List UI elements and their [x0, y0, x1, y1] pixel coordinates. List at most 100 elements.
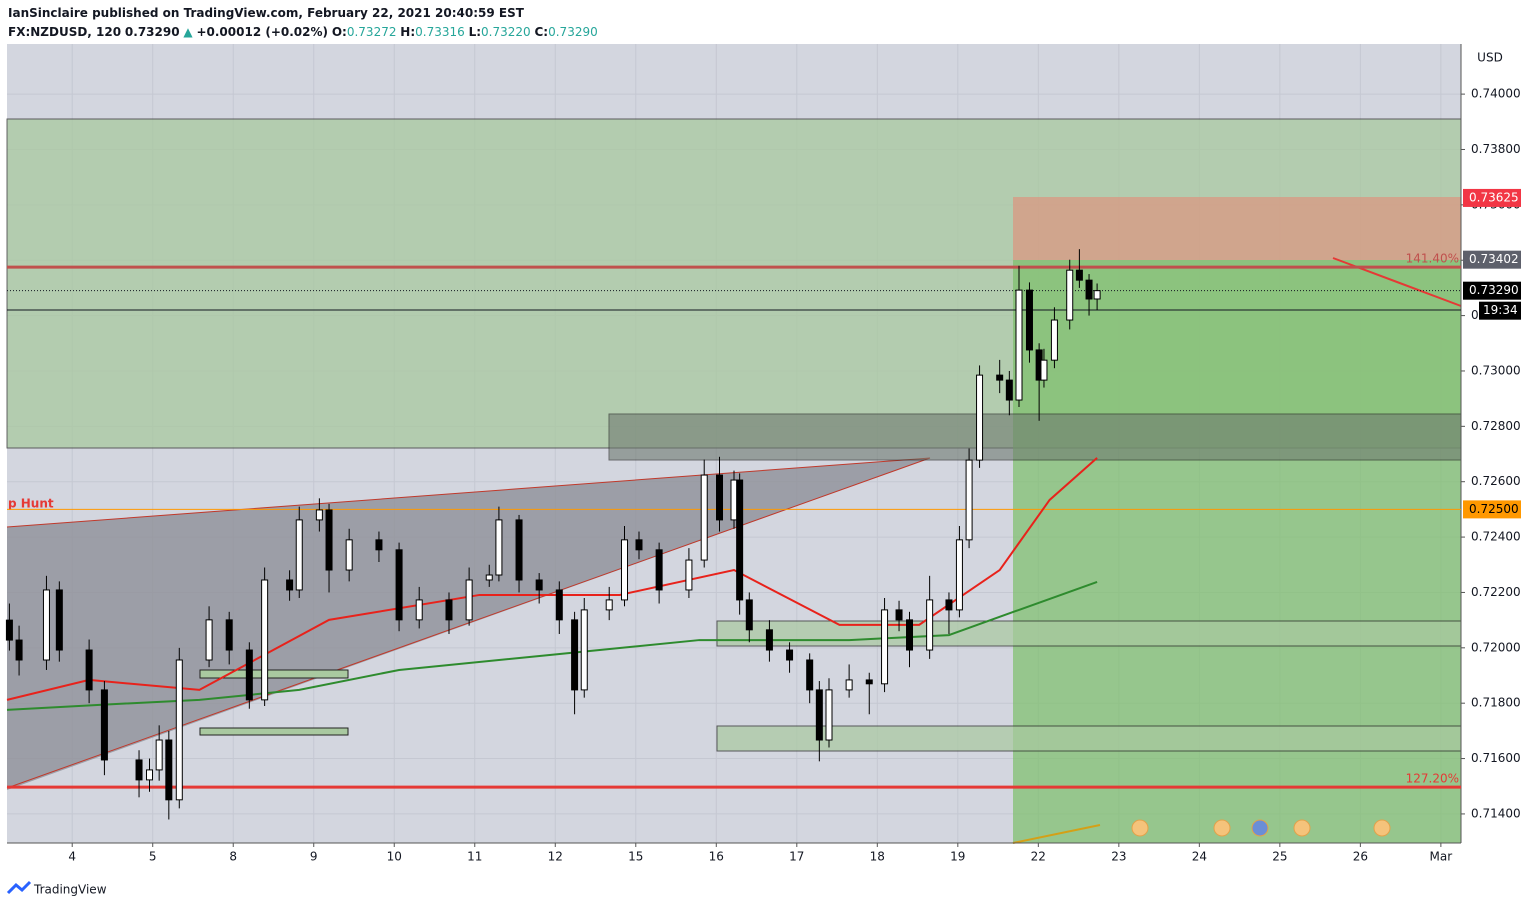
candle-body — [375, 539, 383, 551]
candle-body — [5, 619, 13, 641]
candle-body — [535, 579, 543, 591]
price-label: 0.73402 — [1469, 252, 1519, 266]
wedge-line — [6, 457, 931, 528]
candle-body — [286, 579, 294, 591]
candle-body — [245, 649, 253, 701]
candle-body — [621, 539, 629, 601]
y-tick-label: 0.73800 — [1471, 142, 1521, 156]
candle-body — [945, 599, 953, 611]
y-tick-label: 0.74000 — [1471, 87, 1521, 101]
y-tick-label: 0.72200 — [1471, 585, 1521, 599]
moving-average — [6, 580, 1098, 711]
candle-body — [515, 519, 523, 581]
price-label: 0.72500 — [1469, 502, 1519, 516]
candle-body — [445, 599, 453, 621]
x-tick-label: Mar — [1430, 850, 1453, 864]
candle-body — [655, 549, 663, 591]
candle-body — [815, 689, 823, 741]
candle-body — [175, 659, 183, 801]
x-tick-label: 25 — [1272, 850, 1287, 864]
price-label: 0.73625 — [1469, 190, 1519, 204]
y-tick-label: 0.71800 — [1471, 696, 1521, 710]
y-tick-label: 0.73000 — [1471, 363, 1521, 377]
price-label-box — [1463, 188, 1521, 207]
candle-body — [1093, 290, 1101, 300]
level-label: 127.20% — [1406, 772, 1459, 786]
x-tick-label: 19 — [950, 850, 965, 864]
candle-body — [806, 659, 814, 691]
candle-body — [716, 474, 724, 521]
y-tick-label: 0.72400 — [1471, 530, 1521, 544]
low: 0.73220 — [481, 25, 531, 39]
candle-body — [325, 509, 333, 571]
x-tick-label: 26 — [1353, 850, 1368, 864]
x-tick-label: 18 — [870, 850, 885, 864]
candle-body — [42, 589, 50, 661]
zone — [716, 725, 1462, 752]
candle-body — [465, 579, 473, 621]
x-tick-label: 16 — [709, 850, 724, 864]
price-label: 0.73290 — [1469, 283, 1519, 297]
x-tick-label: 24 — [1192, 850, 1207, 864]
zone — [716, 620, 1462, 647]
open: 0.73272 — [346, 25, 397, 39]
candle-body — [865, 679, 873, 685]
x-tick-label: 17 — [789, 850, 804, 864]
candle-body — [996, 374, 1004, 381]
candle-body — [730, 479, 738, 521]
price-label-box — [1463, 281, 1521, 300]
candle-body — [1075, 269, 1083, 281]
symbol: FX:NZDUSD, 120 — [8, 25, 122, 39]
candle-body — [1005, 379, 1013, 401]
candle-body — [906, 619, 914, 651]
x-tick-label: 8 — [229, 850, 237, 864]
o-label: O: — [331, 25, 347, 39]
close: 0.73290 — [548, 25, 598, 39]
candle-body — [205, 619, 213, 661]
candle-body — [965, 459, 973, 541]
candle-body — [955, 539, 963, 611]
x-tick-label: 10 — [387, 850, 402, 864]
x-tick-label: 22 — [1031, 850, 1046, 864]
candle-body — [495, 519, 503, 576]
y-tick-label: 0.71400 — [1471, 806, 1521, 820]
candle-body — [745, 599, 753, 631]
candle-body — [605, 599, 613, 611]
candle-body — [165, 739, 173, 801]
candle-body — [1066, 269, 1074, 321]
zone — [199, 669, 349, 679]
price-label-box — [1463, 500, 1521, 519]
header: IanSinclaire published on TradingView.co… — [8, 4, 598, 42]
countdown: 19:34 — [1483, 303, 1518, 317]
candle-body — [1025, 289, 1033, 351]
x-tick-label: 11 — [467, 850, 482, 864]
candle-body — [1015, 289, 1023, 401]
candle-body — [155, 739, 163, 771]
candle-body — [786, 649, 794, 661]
price-label-box — [1463, 250, 1521, 269]
change: +0.00012 (+0.02%) — [196, 25, 329, 39]
candle-body — [700, 474, 708, 561]
candle-body — [485, 574, 493, 581]
candle-body — [825, 689, 833, 741]
h-label: H: — [400, 25, 416, 39]
candle-body — [845, 679, 853, 691]
candle-body — [261, 579, 269, 701]
candle-body — [926, 599, 934, 651]
candle-body — [635, 539, 643, 551]
x-tick-label: 4 — [68, 850, 76, 864]
event-icons — [1131, 819, 1391, 837]
x-tick-label: 15 — [628, 850, 643, 864]
candle-body — [1050, 319, 1058, 361]
y-tick-label: 0.72000 — [1471, 640, 1521, 654]
x-tick-label: 9 — [310, 850, 318, 864]
c-label: C: — [534, 25, 549, 39]
trend-line — [1012, 824, 1101, 844]
arrow: ▲ — [183, 25, 193, 39]
publisher: IanSinclaire published on TradingView.co… — [8, 6, 524, 20]
candle-body — [395, 549, 403, 621]
y-tick-label: 0.72600 — [1471, 474, 1521, 488]
candle-body — [1040, 359, 1048, 381]
